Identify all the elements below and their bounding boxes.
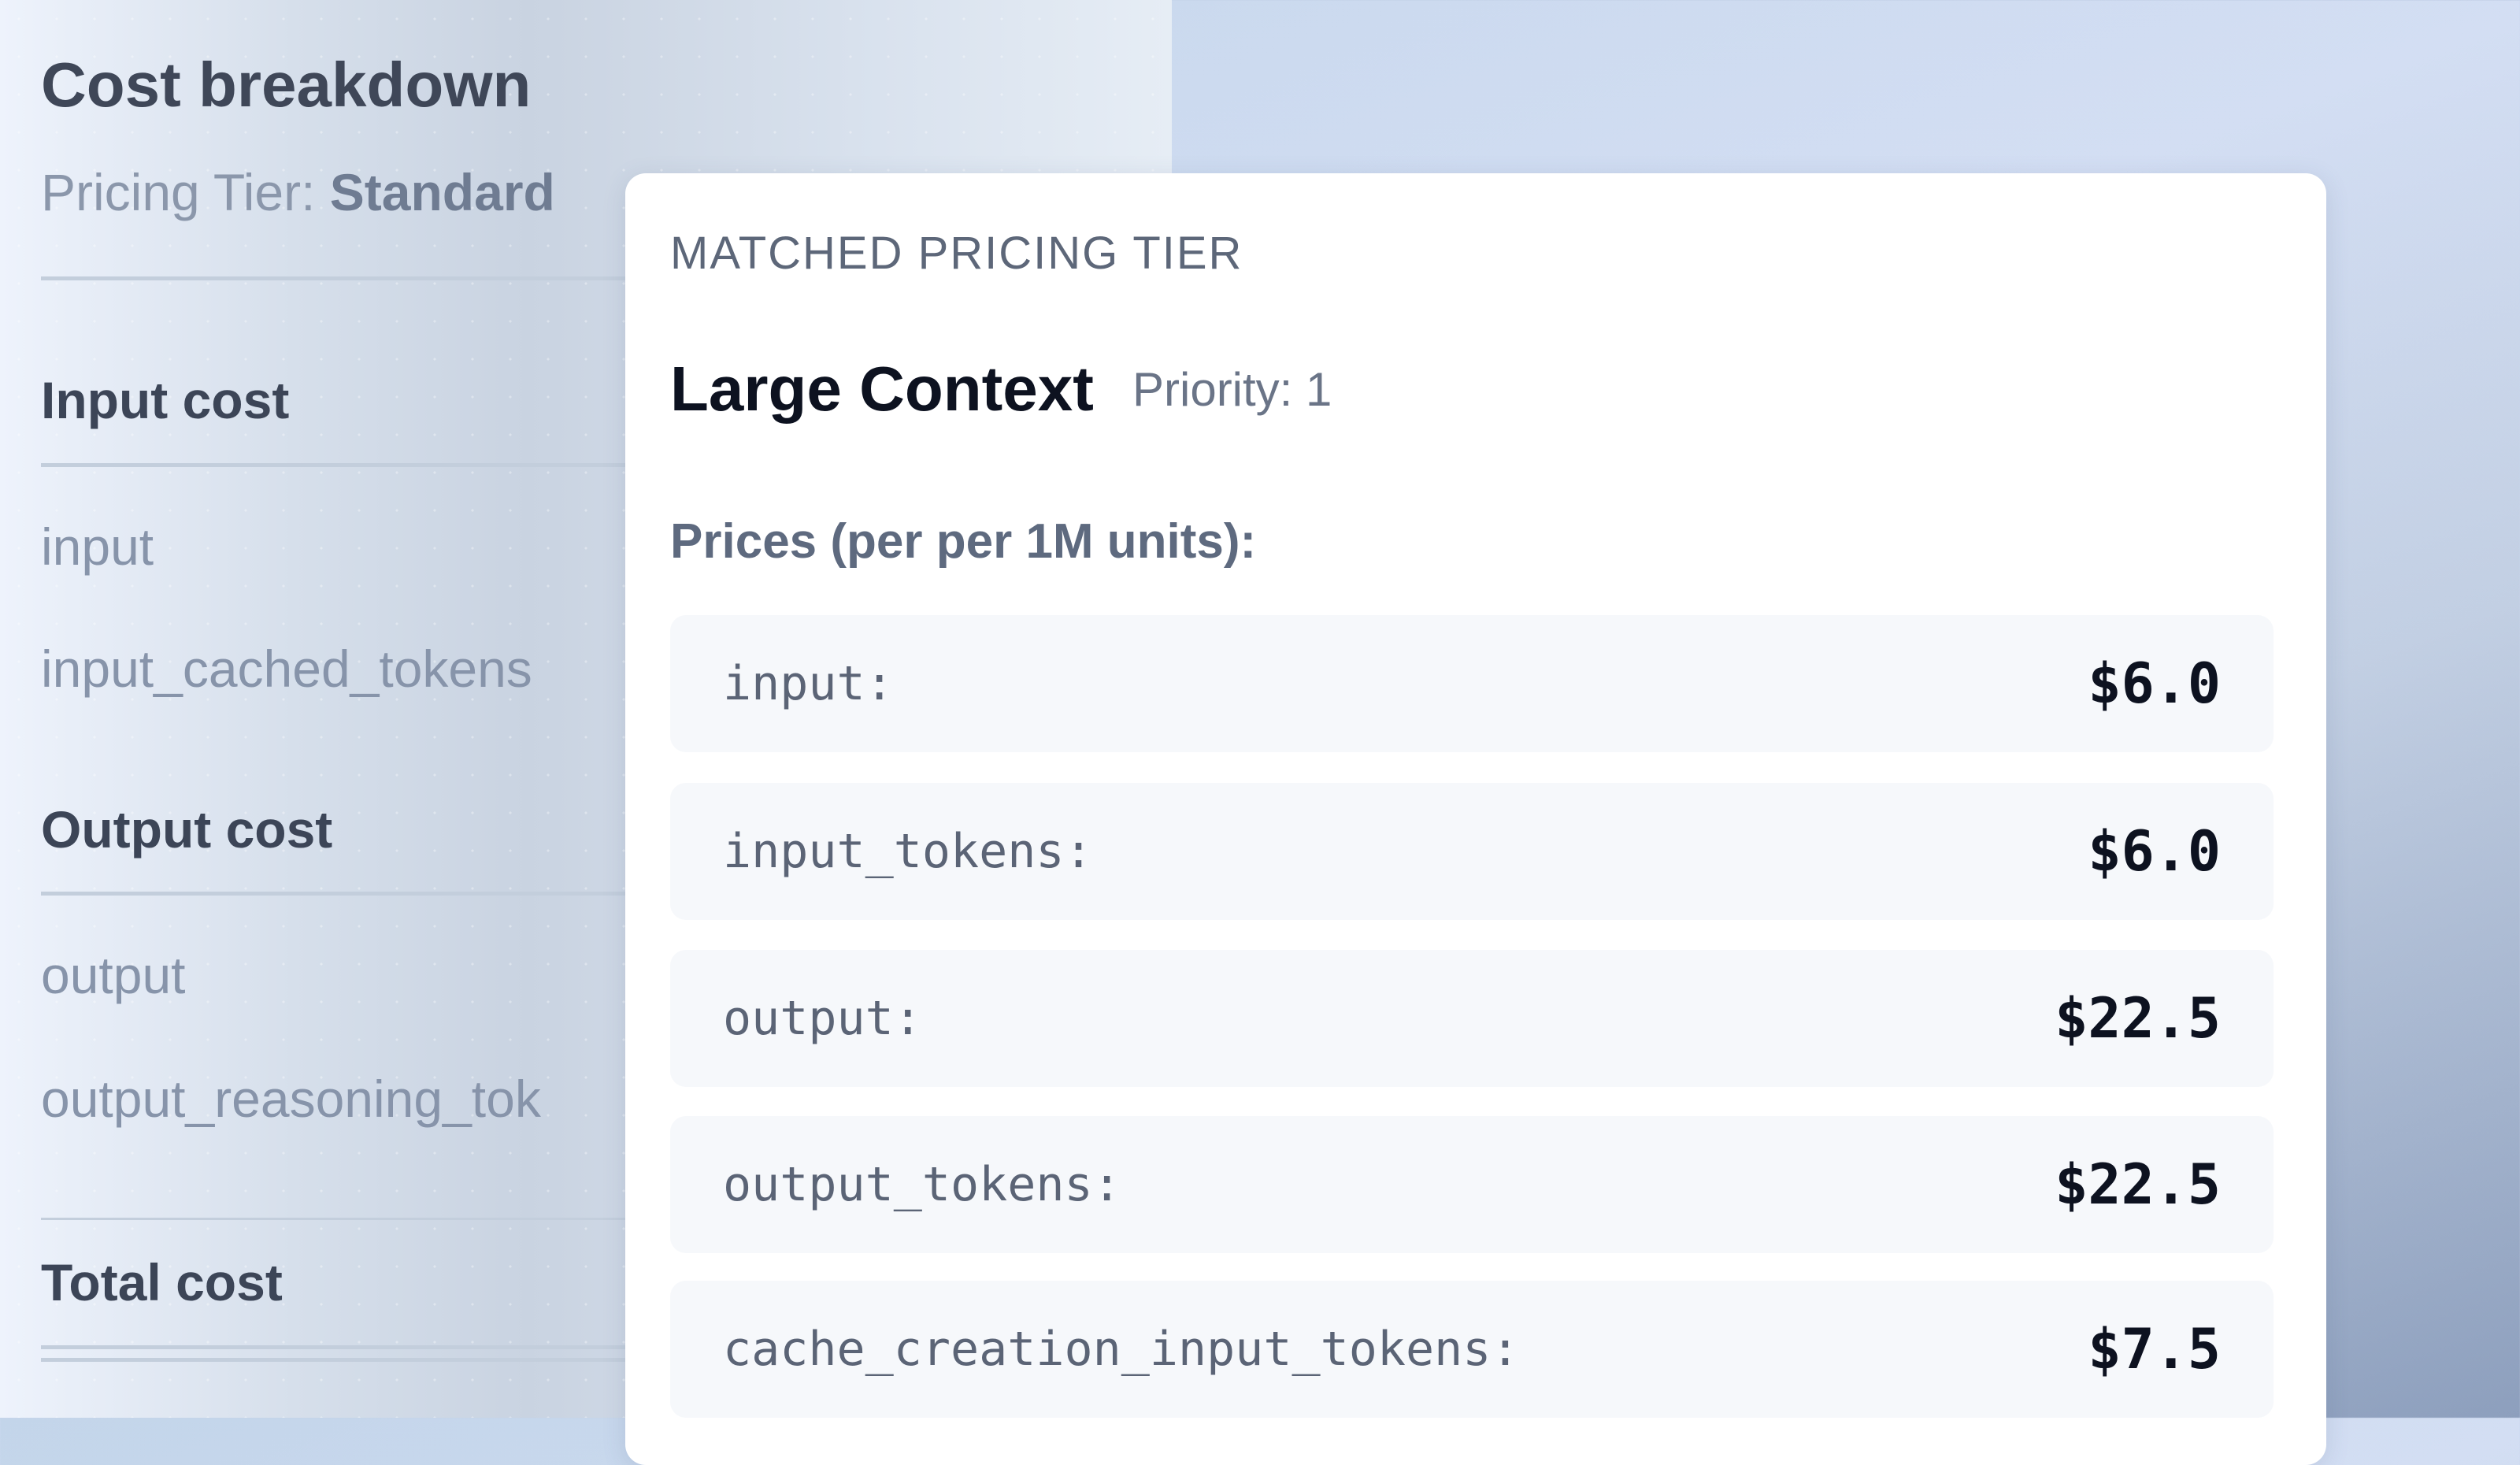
output-cost-item: output_reasoning_tok <box>41 1070 541 1128</box>
price-value: $7.5 <box>2088 1317 2221 1382</box>
divider <box>41 276 1175 280</box>
price-value: $6.0 <box>2088 651 2221 716</box>
price-row: input_tokens: $6.0 <box>670 783 2274 920</box>
divider <box>41 463 1175 467</box>
price-key: input: <box>723 656 894 711</box>
divider <box>41 1218 1175 1220</box>
input-cost-item: input <box>41 517 154 576</box>
matched-pricing-tier-popover: MATCHED PRICING TIER Large Context Prior… <box>625 173 2326 1465</box>
total-cost-heading: Total cost <box>41 1253 283 1311</box>
pricing-tier: Pricing Tier: Standard <box>41 162 555 222</box>
price-value: $6.0 <box>2088 819 2221 884</box>
divider <box>41 892 1175 896</box>
input-cost-heading: Input cost <box>41 371 290 429</box>
price-key: output_tokens: <box>723 1157 1121 1212</box>
price-row: cache_creation_input_tokens: $7.5 <box>670 1281 2274 1418</box>
tier-priority: Priority: 1 <box>1132 363 1332 416</box>
divider <box>41 1358 1175 1362</box>
price-value: $22.5 <box>2055 1152 2221 1217</box>
price-row: input: $6.0 <box>670 615 2274 752</box>
tier-name: Large Context <box>670 354 1094 424</box>
price-row: output: $22.5 <box>670 950 2274 1087</box>
input-cost-item: input_cached_tokens <box>41 640 532 698</box>
price-row: output_tokens: $22.5 <box>670 1116 2274 1253</box>
popover-caption: MATCHED PRICING TIER <box>670 228 1243 279</box>
divider <box>41 1345 1175 1349</box>
output-cost-heading: Output cost <box>41 800 333 859</box>
prices-label: Prices (per per 1M units): <box>670 514 1257 569</box>
pricing-tier-value[interactable]: Standard <box>329 163 555 221</box>
price-key: input_tokens: <box>723 824 1093 879</box>
output-cost-item: output <box>41 946 186 1004</box>
page-title: Cost breakdown <box>41 50 532 120</box>
price-key: cache_creation_input_tokens: <box>723 1322 1520 1377</box>
price-key: output: <box>723 991 922 1046</box>
price-value: $22.5 <box>2055 986 2221 1051</box>
pricing-tier-label: Pricing Tier: <box>41 163 316 221</box>
